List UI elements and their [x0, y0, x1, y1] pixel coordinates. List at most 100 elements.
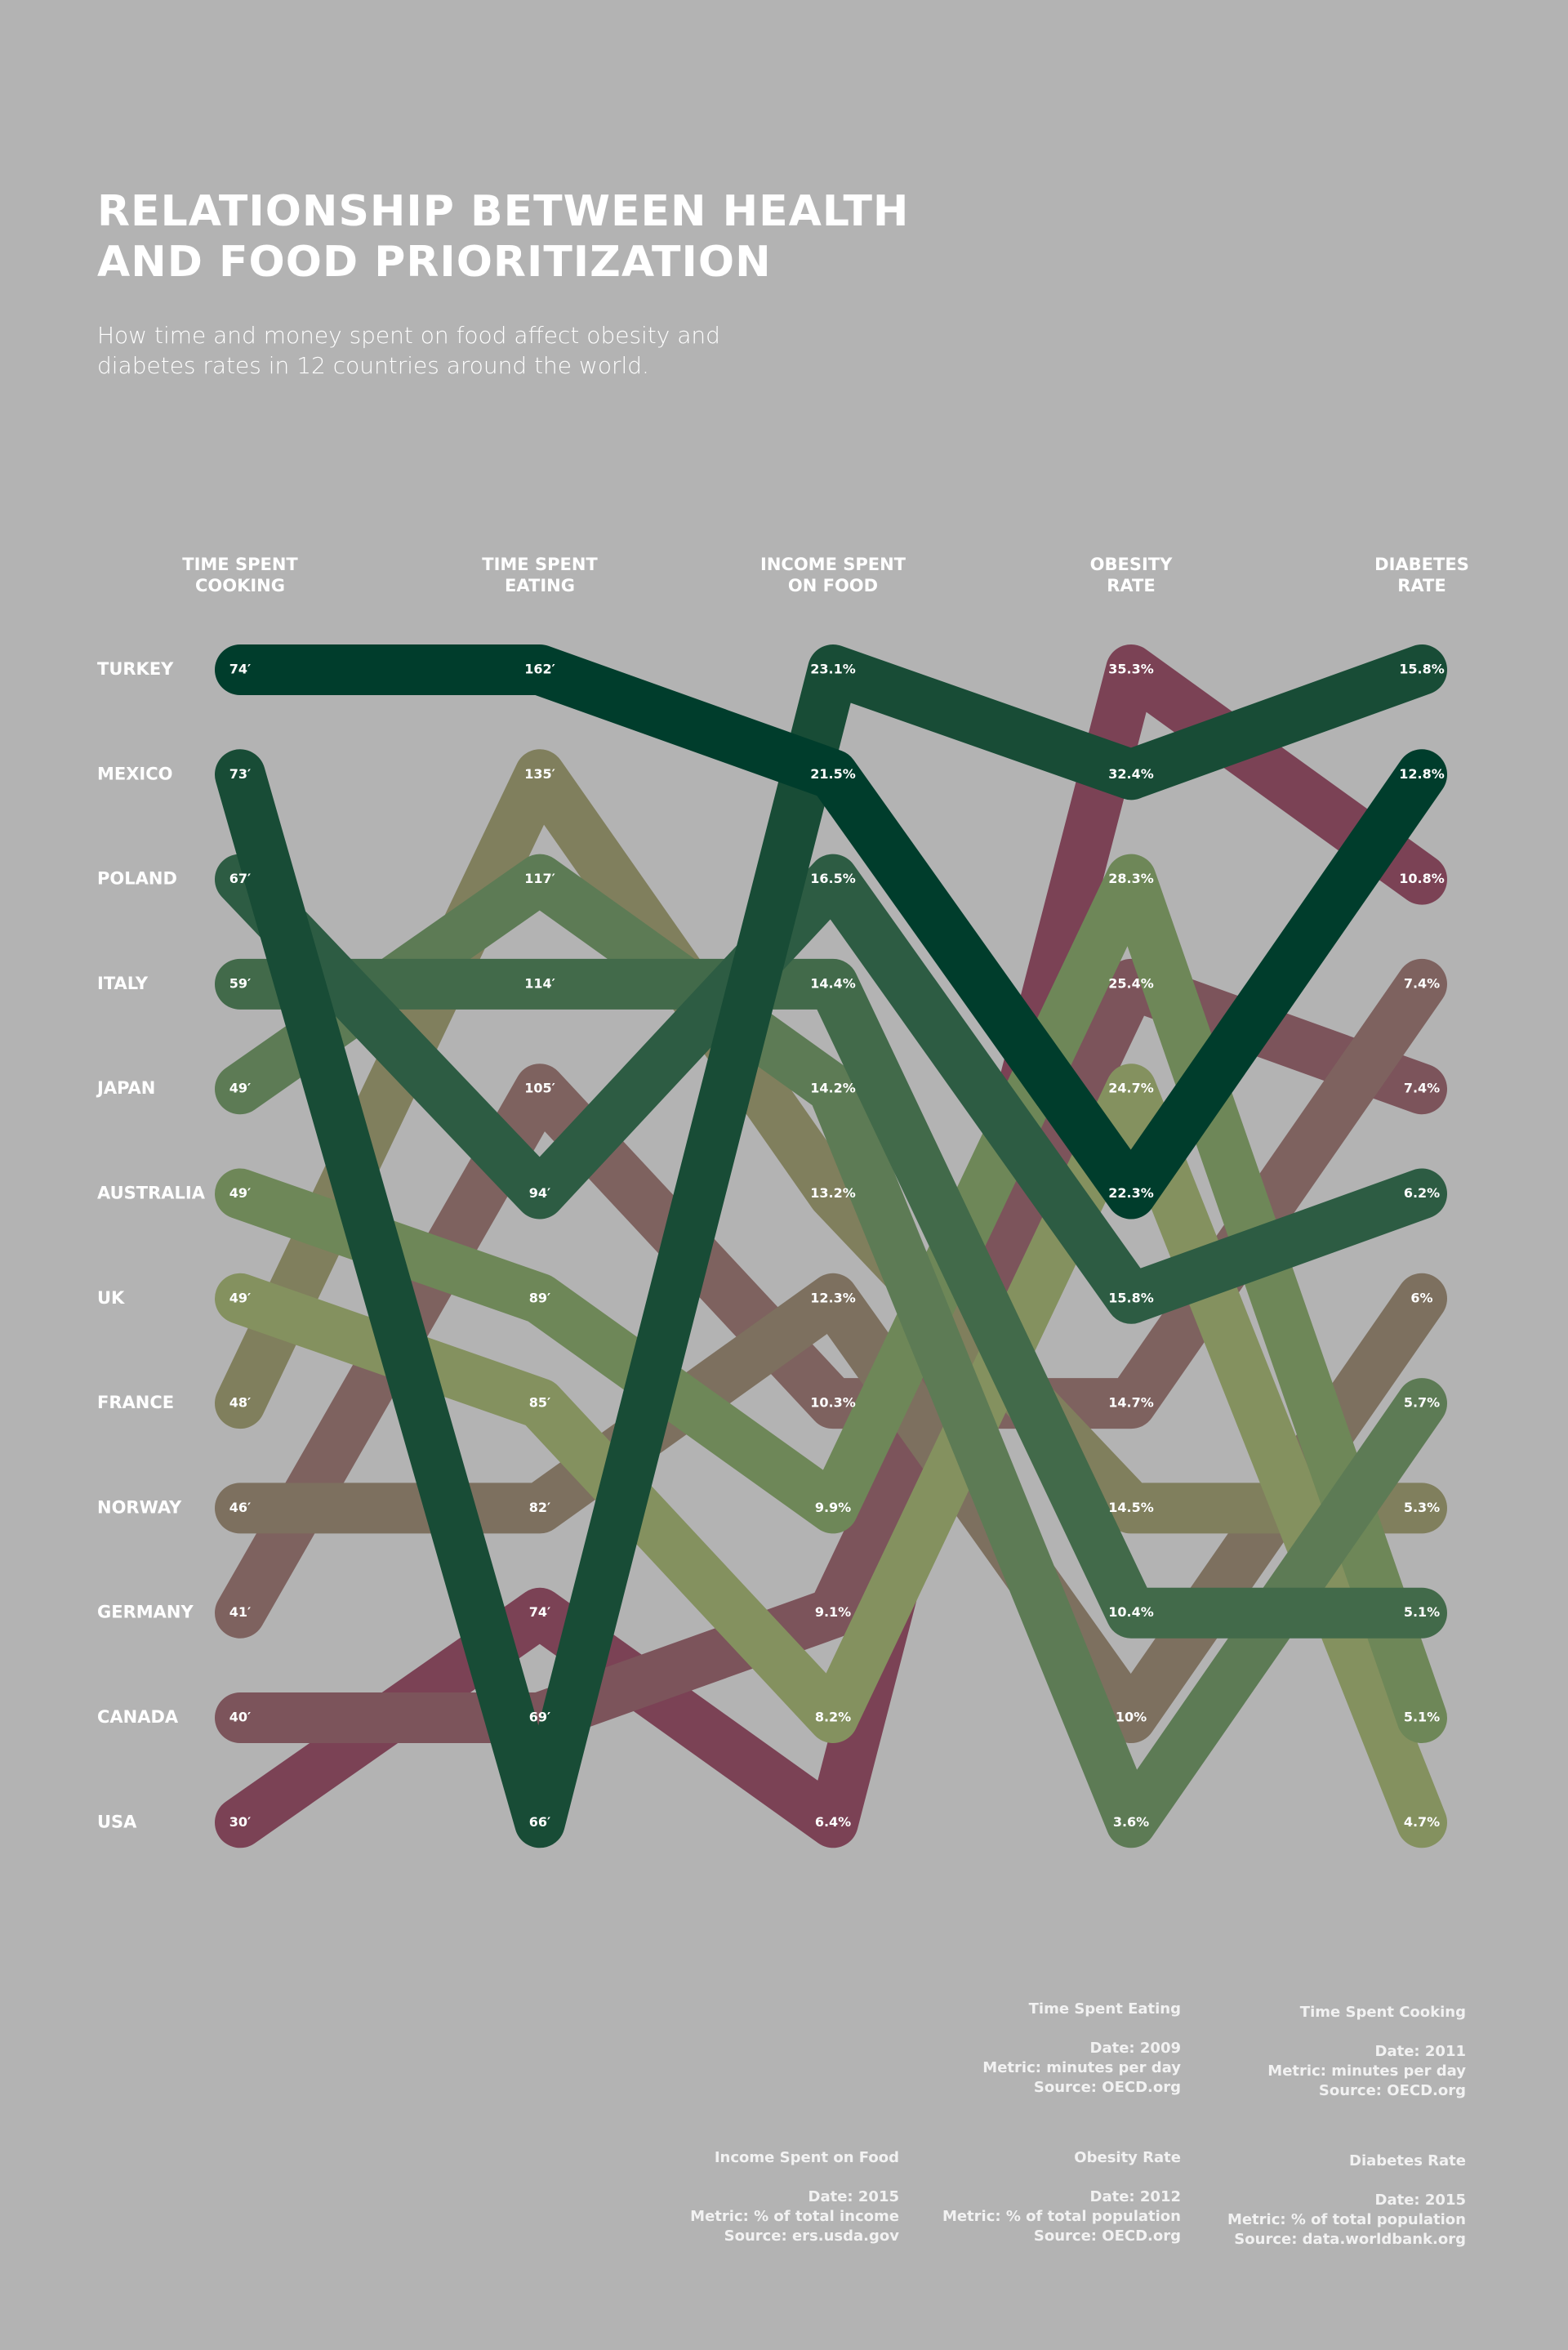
country-line — [215, 854, 1447, 1743]
value-label: 14.4% — [810, 975, 856, 991]
value-label: 135′ — [524, 766, 555, 782]
value-label: 9.9% — [815, 1500, 851, 1515]
value-label: 6% — [1410, 1290, 1432, 1305]
value-label: 82′ — [529, 1500, 550, 1515]
country-label: NORWAY — [97, 1497, 182, 1517]
value-label: 28.3% — [1108, 871, 1154, 886]
country-label: USA — [97, 1812, 137, 1831]
note-source: Source: OECD.org — [1033, 2079, 1181, 2096]
value-label: 14.5% — [1108, 1500, 1154, 1515]
value-label: 46′ — [229, 1500, 251, 1515]
value-label: 25.4% — [1108, 975, 1154, 991]
value-label: 22.3% — [1108, 1185, 1154, 1201]
value-label: 21.5% — [810, 766, 856, 782]
value-label: 30′ — [229, 1814, 251, 1830]
value-label: 94′ — [529, 1185, 550, 1201]
column-header: OBESITY RATE — [1089, 555, 1173, 595]
note-source: Source: OECD.org — [1033, 2227, 1181, 2245]
value-label: 85′ — [529, 1395, 550, 1411]
country-label: FRANCE — [97, 1393, 174, 1412]
country-label: UK — [97, 1288, 125, 1308]
country-line — [215, 854, 1447, 1324]
value-label: 15.8% — [1108, 1290, 1154, 1305]
value-label: 74′ — [229, 662, 251, 677]
note-date: Date: 2009 — [1089, 2040, 1181, 2057]
country-label: AUSTRALIA — [97, 1184, 206, 1203]
column-header: DIABETES RATE — [1374, 555, 1469, 595]
country-line — [215, 854, 1447, 1848]
chart-title: RELATIONSHIP BETWEEN HEALTH AND FOOD PRI… — [97, 187, 910, 287]
value-label: 89′ — [529, 1290, 550, 1305]
country-label: MEXICO — [97, 764, 173, 783]
country-line — [215, 1064, 1447, 1848]
value-label: 114′ — [524, 975, 555, 991]
value-label: 117′ — [524, 871, 555, 886]
value-label: 15.8% — [1399, 662, 1445, 677]
note-metric: Metric: minutes per day — [982, 2059, 1181, 2076]
note-metric: Metric: % of total population — [942, 2208, 1181, 2225]
note-source: Source: ers.usda.gov — [724, 2227, 899, 2245]
value-label: 10.3% — [810, 1395, 856, 1411]
value-label: 35.3% — [1108, 662, 1154, 677]
value-label: 7.4% — [1404, 1081, 1440, 1096]
value-label: 41′ — [229, 1604, 251, 1620]
value-label: 4.7% — [1404, 1814, 1440, 1830]
value-label: 40′ — [229, 1710, 251, 1725]
value-label: 24.7% — [1108, 1081, 1154, 1096]
source-note: Diabetes Rate Date: 2015 Metric: % of tota… — [1227, 2152, 1466, 2250]
note-title: Income Spent on Food — [714, 2149, 899, 2166]
value-label: 23.1% — [810, 662, 856, 677]
value-label: 16.5% — [810, 871, 856, 886]
country-label: ITALY — [97, 974, 149, 993]
value-label: 74′ — [529, 1604, 550, 1620]
column-header: TIME SPENT COOKING — [182, 555, 298, 595]
value-label: 48′ — [229, 1395, 251, 1411]
value-label: 6.4% — [815, 1814, 851, 1830]
note-title: Time Spent Cooking — [1299, 2004, 1466, 2021]
value-label: 12.8% — [1399, 766, 1445, 782]
note-date: Date: 2011 — [1374, 2043, 1466, 2060]
value-label: 3.6% — [1113, 1814, 1149, 1830]
value-label: 8.2% — [815, 1710, 851, 1725]
value-label: 162′ — [524, 662, 555, 677]
source-note: Obesity Rate Date: 2012 Metric: % of total… — [942, 2148, 1181, 2246]
source-note: Time Spent Cooking Date: 2011 Metric: minu… — [1267, 2003, 1466, 2101]
value-label: 49′ — [229, 1290, 251, 1305]
value-label: 13.2% — [810, 1185, 856, 1201]
value-label: 6.2% — [1404, 1185, 1440, 1201]
note-date: Date: 2012 — [1089, 2188, 1181, 2205]
country-label: JAPAN — [96, 1078, 155, 1098]
value-label: 5.7% — [1404, 1395, 1440, 1411]
note-date: Date: 2015 — [808, 2188, 899, 2205]
country-label: GERMANY — [97, 1603, 194, 1622]
value-label: 67′ — [229, 871, 251, 886]
country-line — [215, 644, 1447, 1220]
note-title: Obesity Rate — [1074, 2149, 1181, 2166]
value-label: 73′ — [229, 766, 251, 782]
note-metric: Metric: % of total income — [690, 2208, 899, 2225]
value-label: 9.1% — [815, 1604, 851, 1620]
value-label: 59′ — [229, 975, 251, 991]
value-label: 5.3% — [1404, 1500, 1440, 1515]
value-label: 69′ — [529, 1710, 550, 1725]
value-label: 105′ — [524, 1081, 555, 1096]
value-label: 32.4% — [1108, 766, 1154, 782]
value-label: 5.1% — [1404, 1604, 1440, 1620]
note-metric: Metric: % of total population — [1227, 2211, 1466, 2228]
value-label: 7.4% — [1404, 975, 1440, 991]
country-label: POLAND — [97, 869, 177, 889]
column-header: TIME SPENT EATING — [482, 555, 598, 595]
value-label: 12.3% — [810, 1290, 856, 1305]
value-label: 5.1% — [1404, 1710, 1440, 1725]
chart-subtitle: How time and money spent on food affect … — [97, 322, 720, 379]
note-metric: Metric: minutes per day — [1267, 2062, 1466, 2080]
value-label: 49′ — [229, 1081, 251, 1096]
value-label: 10.4% — [1108, 1604, 1154, 1620]
country-line — [215, 644, 1447, 1848]
country-label: TURKEY — [97, 659, 174, 679]
column-header: INCOME SPENT ON FOOD — [760, 555, 906, 595]
value-label: 10.8% — [1399, 871, 1445, 886]
source-note: Income Spent on Food Date: 2015 Metric: % … — [690, 2148, 899, 2246]
